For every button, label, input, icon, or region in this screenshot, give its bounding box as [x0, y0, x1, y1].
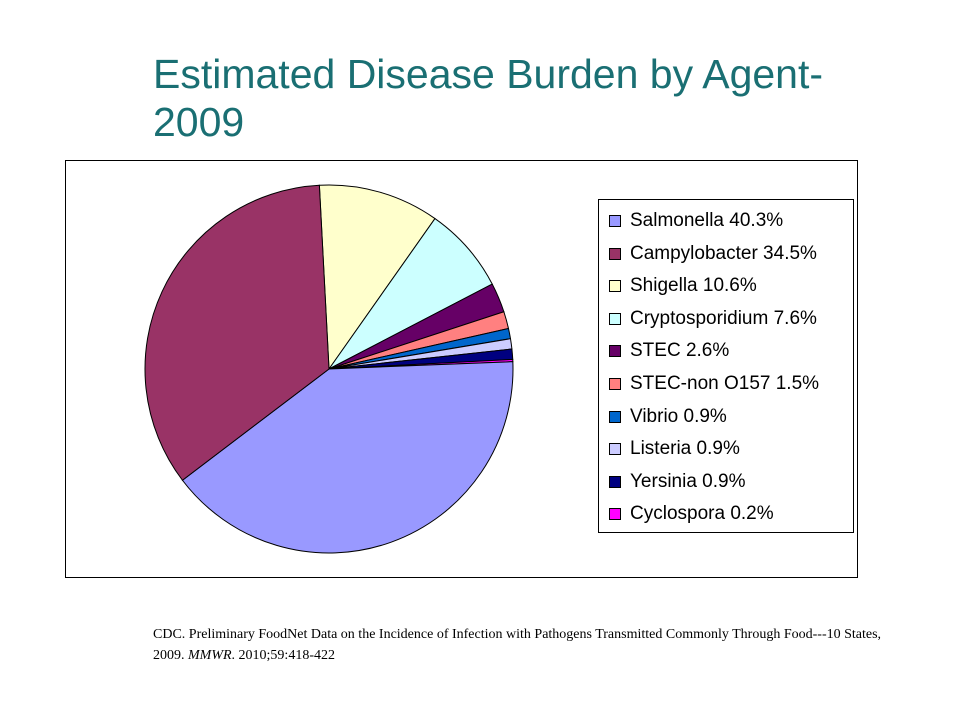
legend-item: Cyclospora 0.2%	[609, 501, 774, 527]
legend-swatch	[609, 475, 621, 488]
legend-swatch	[609, 215, 621, 227]
legend-item: Vibrio 0.9%	[609, 404, 727, 430]
citation-journal: MMWR	[188, 648, 232, 663]
legend-swatch	[609, 378, 621, 390]
slide-title: Estimated Disease Burden by Agent-2009	[153, 51, 824, 145]
legend-label: Yersinia 0.9%	[630, 470, 746, 492]
pie-slice-shigella	[318, 184, 436, 371]
pie-chart	[144, 184, 514, 554]
citation-text: CDC. Preliminary FoodNet Data on the Inc…	[153, 627, 882, 663]
legend-item: Cryptosporidium 7.6%	[609, 306, 817, 332]
legend-label: Cyclospora 0.2%	[630, 503, 774, 525]
legend-label: Shigella 10.6%	[630, 275, 757, 297]
legend-item: Listeria 0.9%	[609, 436, 740, 462]
legend-swatch	[609, 443, 621, 456]
legend-item: STEC 2.6%	[609, 338, 729, 364]
legend-label: Cryptosporidium 7.6%	[630, 307, 817, 329]
legend-item: STEC-non O157 1.5%	[609, 371, 819, 397]
legend-label: STEC 2.6%	[630, 340, 730, 362]
citation-details: . 2010;59:418-422	[231, 648, 335, 663]
chart-area: Salmonella 40.3% Campylobacter 34.5% Shige…	[65, 160, 858, 578]
legend-swatch	[609, 247, 621, 260]
legend-swatch	[609, 345, 621, 358]
legend-item: Yersinia 0.9%	[609, 469, 745, 495]
legend-item: Salmonella 40.3%	[609, 208, 783, 234]
legend-label: Vibrio 0.9%	[630, 405, 727, 427]
citation: CDC. Preliminary FoodNet Data on the Inc…	[153, 624, 883, 666]
legend-label: STEC-non O157 1.5%	[630, 373, 820, 394]
pie-slice-campylobacter	[144, 184, 330, 481]
legend-swatch	[609, 312, 621, 325]
legend-label: Listeria 0.9%	[630, 438, 740, 460]
legend-swatch	[609, 280, 621, 293]
legend-swatch	[609, 410, 621, 423]
pie-slice-salmonella	[181, 361, 514, 554]
legend-item: Campylobacter 34.5%	[609, 241, 817, 267]
legend-label: Salmonella 40.3%	[630, 210, 784, 231]
legend-item: Shigella 10.6%	[609, 273, 757, 299]
legend-swatch	[609, 508, 621, 521]
legend-label: Campylobacter 34.5%	[630, 242, 817, 264]
chart-legend: Salmonella 40.3% Campylobacter 34.5% Shige…	[598, 199, 854, 533]
